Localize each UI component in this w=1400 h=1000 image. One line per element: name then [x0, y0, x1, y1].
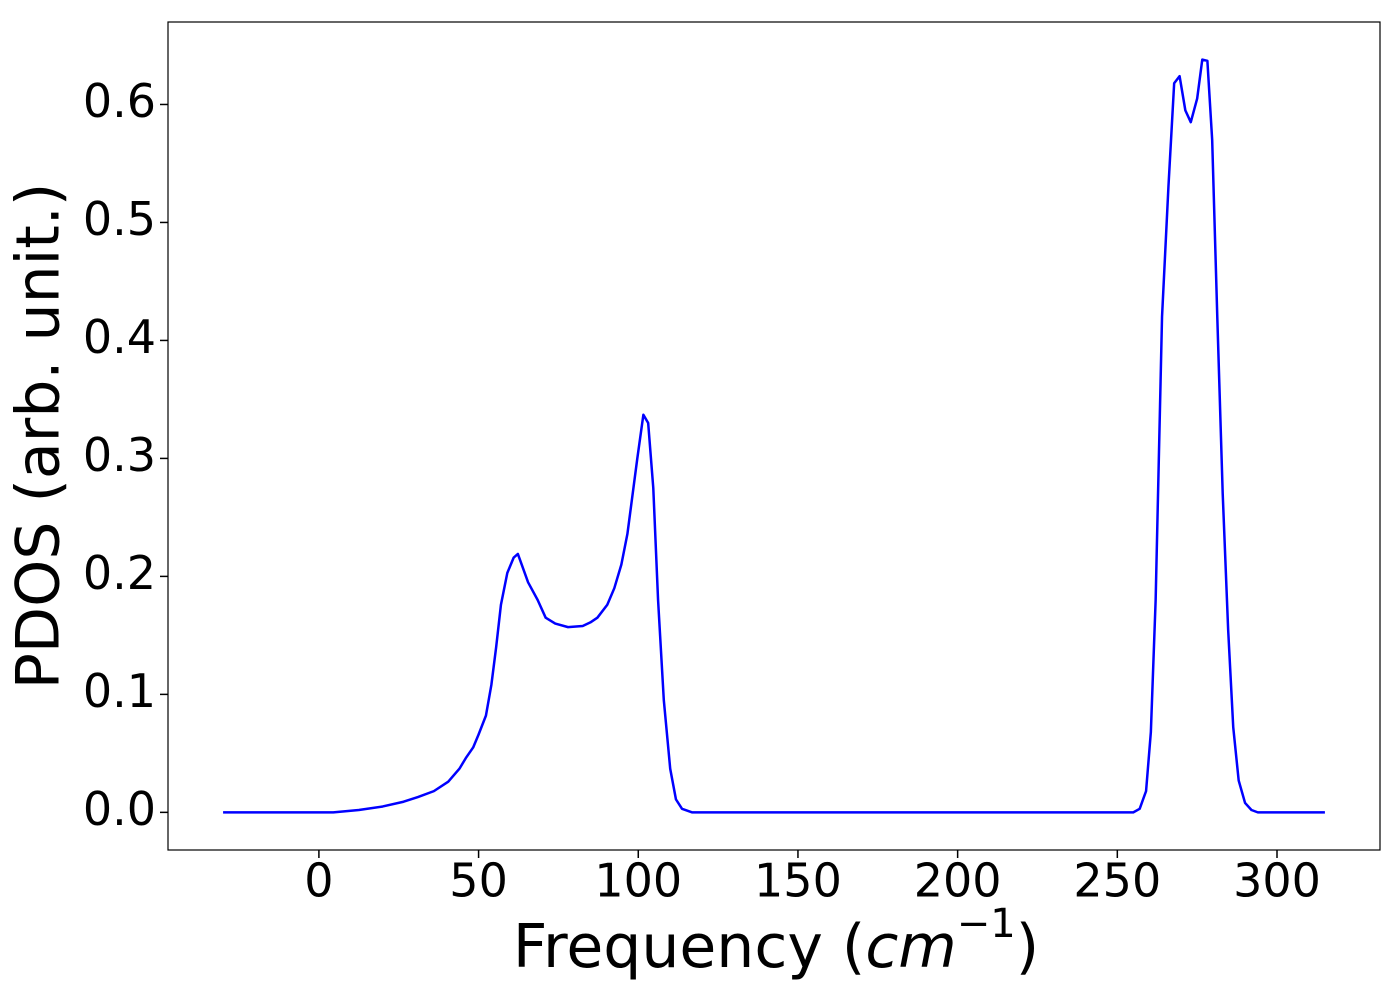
- x-tick-label: 0: [304, 854, 333, 908]
- y-tick-label: 0.4: [83, 310, 156, 364]
- x-label-sup: −1: [957, 901, 1016, 947]
- x-label-end: ): [1016, 912, 1039, 982]
- x-tick-label: 200: [914, 854, 1002, 908]
- y-tick-label: 0.0: [83, 782, 156, 836]
- y-axis-label: PDOS (arb. unit.): [4, 183, 74, 690]
- y-tick-label: 0.3: [83, 428, 156, 482]
- y-tick-label: 0.2: [83, 546, 156, 600]
- x-axis-label: Frequency (cm−1): [513, 901, 1039, 982]
- y-tick-label: 0.6: [83, 74, 156, 128]
- data-line: [223, 58, 1325, 814]
- x-tick-label: 250: [1073, 854, 1161, 908]
- x-label-text: Frequency (: [513, 912, 865, 982]
- x-tick-label: 50: [449, 854, 508, 908]
- x-tick-label: 150: [754, 854, 842, 908]
- y-tick-label: 0.1: [83, 664, 156, 718]
- y-tick-label: 0.5: [83, 192, 156, 246]
- plot-frame: [167, 21, 1381, 851]
- x-tick-label: 100: [594, 854, 682, 908]
- x-label-math: cm: [865, 912, 956, 982]
- x-tick-label: 300: [1233, 854, 1321, 908]
